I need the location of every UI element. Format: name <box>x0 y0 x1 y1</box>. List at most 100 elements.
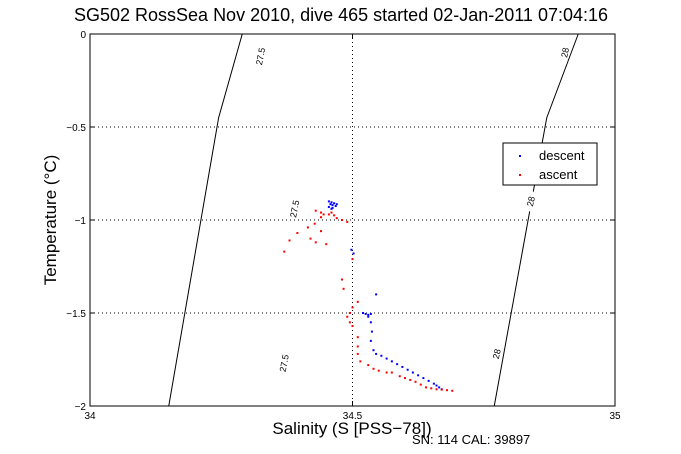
isopycnal-label-gap <box>254 45 267 67</box>
descent-point <box>396 363 399 366</box>
y-tick-label: −0.5 <box>66 123 86 134</box>
ascent-point <box>385 371 388 374</box>
isopycnal-label: 28 <box>559 47 571 59</box>
ascent-point <box>309 237 312 240</box>
ascent-point <box>320 230 322 233</box>
ascent-point <box>348 321 351 324</box>
legend: descent ascent <box>502 142 598 186</box>
isopycnal-label-gap <box>524 190 538 213</box>
isopycnal-label: 27.5 <box>254 47 267 66</box>
ascent-point <box>335 217 338 220</box>
ascent-point <box>356 336 359 339</box>
y-tick-label: 0 <box>80 30 86 41</box>
isopycnal-label: 28 <box>491 348 503 360</box>
descent-point <box>334 205 337 208</box>
x-tick-label: 34 <box>84 411 96 422</box>
ascent-point <box>351 306 354 309</box>
ascent-point <box>296 232 299 235</box>
isopycnal-label: 28 <box>525 195 537 207</box>
ascent-point <box>430 387 433 390</box>
descent-point <box>335 203 338 206</box>
ascent-point <box>283 250 286 253</box>
descent-point <box>422 377 425 380</box>
descent-point <box>406 368 409 371</box>
chart-title: SG502 RossSea Nov 2010, dive 465 started… <box>74 5 608 25</box>
ascent-point <box>404 377 406 380</box>
isopycnal-label-gap <box>559 41 572 64</box>
descent-point <box>401 365 404 368</box>
ascent-point <box>341 219 343 221</box>
descent-point <box>330 207 333 210</box>
isopycnals: 27.5 27.5 27.5 28 28 28 <box>168 33 579 407</box>
ascent-point <box>320 211 322 214</box>
plot-area: 27.5 27.5 27.5 28 28 28 34 34.5 35 0 −0.5 −1 −1.5 −2 <box>66 30 621 422</box>
descent-point <box>367 315 370 318</box>
isopycnal-label-gap <box>278 352 291 374</box>
ascent-point <box>314 209 317 212</box>
ascent-point <box>425 386 427 389</box>
ascent-point <box>435 388 438 391</box>
descent-point <box>370 330 373 333</box>
y-tick-label: −2 <box>75 402 87 413</box>
ascent-point <box>377 369 380 372</box>
x-tick-label: 34.5 <box>343 411 363 422</box>
ascent-point <box>348 312 351 314</box>
descent-point <box>327 205 330 208</box>
legend-label-descent: descent <box>539 148 585 163</box>
isopycnal-label: 27.5 <box>278 354 291 373</box>
descent-point <box>375 293 378 296</box>
axis-ticks: 34 34.5 35 0 −0.5 −1 −1.5 −2 <box>66 30 621 422</box>
legend-label-ascent: ascent <box>539 167 578 182</box>
isopycnal-line <box>168 33 243 407</box>
descent-point <box>369 312 372 315</box>
ascent-point <box>398 375 401 378</box>
isopycnal-line <box>493 33 579 407</box>
descent-point <box>417 374 420 377</box>
x-tick-label: 35 <box>609 411 621 422</box>
descent-point <box>364 312 367 315</box>
ascent-point <box>356 345 359 348</box>
descent-point <box>362 312 364 314</box>
x-axis-label: Salinity (S [PSS−78]) <box>272 419 431 438</box>
ascent-point <box>320 216 322 219</box>
descent-point <box>327 200 330 203</box>
ascent-point <box>359 360 362 363</box>
legend-marker-ascent <box>519 174 521 176</box>
ascent-point <box>356 352 359 355</box>
descent-point <box>438 386 441 389</box>
descent-point <box>330 201 333 204</box>
ascent-point <box>330 211 333 214</box>
plot-frame <box>89 33 616 407</box>
descent-point <box>432 382 435 385</box>
ascent-point <box>372 367 375 370</box>
ascent-point <box>351 325 354 328</box>
descent-point <box>427 379 430 382</box>
ascent-point <box>419 383 422 386</box>
isopycnal-label-gap <box>490 343 503 365</box>
isopycnal-label-gap <box>288 198 301 220</box>
descent-point <box>390 360 393 363</box>
ascent-point <box>333 214 336 217</box>
descent-point <box>367 313 370 316</box>
ascent-point <box>414 380 417 383</box>
descent-point <box>369 321 372 324</box>
descent-point <box>333 202 336 205</box>
descent-point <box>385 357 388 360</box>
descent-point <box>350 248 353 251</box>
descent-point <box>372 349 375 352</box>
descent-point <box>352 252 355 255</box>
descent-point <box>375 352 378 355</box>
descent-point <box>331 206 334 209</box>
descent-point <box>369 339 372 342</box>
ascent-point <box>451 389 454 392</box>
ascent-point <box>409 378 412 381</box>
ascent-point <box>346 315 349 318</box>
descent-point <box>329 203 332 206</box>
ascent-point <box>341 278 343 281</box>
ascent-point <box>356 300 359 303</box>
y-tick-label: −1 <box>75 216 87 227</box>
ascent-point <box>325 243 328 246</box>
ascent-point <box>327 213 330 216</box>
ascent-point <box>346 220 349 223</box>
descent-point <box>411 371 414 374</box>
